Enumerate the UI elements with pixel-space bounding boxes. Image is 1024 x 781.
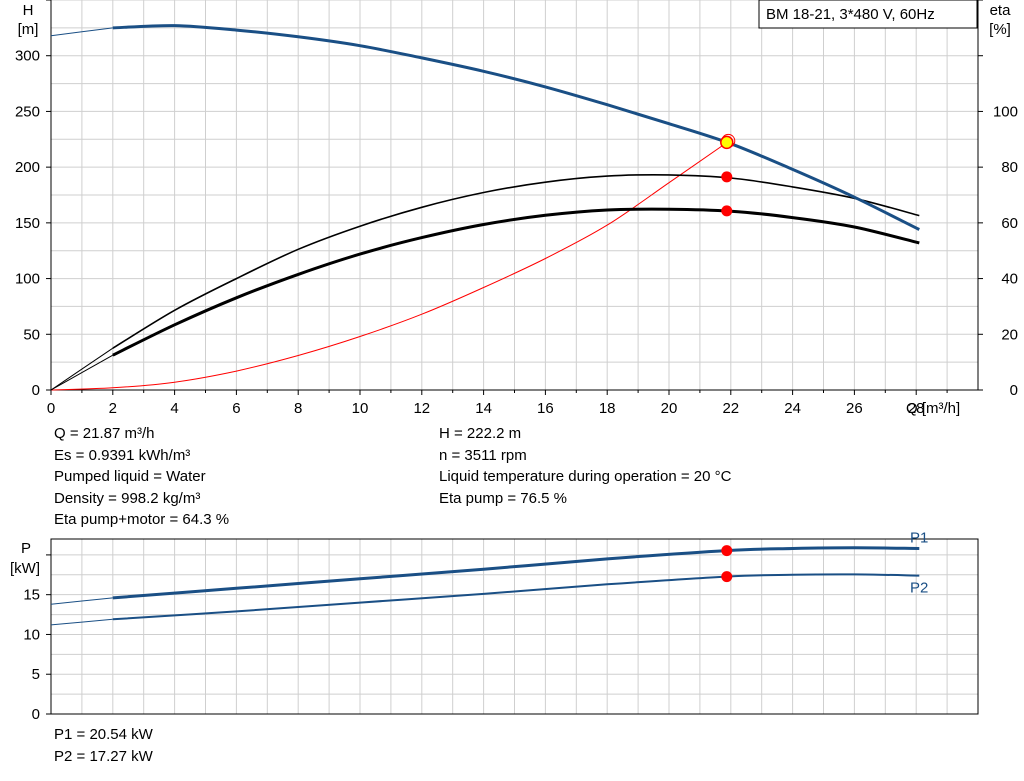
- x-tick-label: 14: [475, 400, 492, 417]
- info-energy: Es = 0.9391 kWh/m³: [54, 446, 191, 464]
- info-head: H = 222.2 m: [439, 425, 522, 442]
- x-tick-label: 12: [413, 400, 430, 417]
- main-chart-series: [50, 24, 920, 391]
- x-tick-label: 22: [722, 400, 739, 417]
- operating-info-left: Q = 21.87 m³/h Es = 0.9391 kWh/m³ Pumped…: [54, 423, 229, 531]
- y-right-tick-label: 20: [1001, 326, 1018, 343]
- info-density: Density = 998.2 kg/m³: [54, 489, 201, 507]
- info-liquid: Pumped liquid = Water: [54, 468, 206, 485]
- x-tick-label: 4: [170, 400, 178, 417]
- eta-pump-motor-curve: [112, 207, 920, 357]
- p-tick-label: 5: [32, 666, 40, 683]
- p1-curve-extension: [50, 597, 113, 605]
- y-right-axis-unit: [%]: [989, 21, 1011, 38]
- y-right-tick-label: 60: [1001, 215, 1018, 232]
- power-chart-labels: 0 5 10 15 P [kW] P1 P2: [10, 530, 928, 723]
- y-right-tick-label: 40: [1001, 271, 1018, 288]
- x-axis-title: Q [m³/h]: [906, 400, 960, 417]
- x-tick-label: 26: [846, 400, 863, 417]
- y-left-tick-label: 200: [15, 159, 40, 176]
- y-right-axis-title: eta: [990, 2, 1012, 19]
- p-tick-label: 10: [23, 626, 40, 643]
- y-right-tick-label: 0: [1010, 382, 1018, 399]
- x-tick-label: 2: [109, 400, 117, 417]
- chart-title-box: BM 18-21, 3*480 V, 60Hz: [758, 0, 978, 29]
- x-tick-label: 10: [352, 400, 369, 417]
- p2-curve-extension: [50, 618, 113, 626]
- eta-pump-point: [721, 171, 733, 183]
- info-flow: Q = 21.87 m³/h: [54, 425, 155, 442]
- p2-curve-point: [721, 571, 733, 583]
- y-left-tick-label: 0: [32, 382, 40, 399]
- power-chart-grid: [46, 538, 979, 715]
- info-eta-pump-motor: Eta pump+motor = 64.3 %: [54, 511, 230, 528]
- info-p2: P2 = 17.27 kW: [54, 747, 153, 765]
- y-left-tick-label: 300: [15, 48, 40, 65]
- y-left-tick-label: 250: [15, 103, 40, 120]
- head-curve: [112, 24, 920, 231]
- x-tick-label: 0: [47, 400, 55, 417]
- eta-pump-motor-point: [721, 205, 733, 217]
- duty-point-marker: [720, 135, 734, 150]
- x-tick-label: 28: [908, 400, 925, 417]
- info-temperature: Liquid temperature during operation = 20…: [439, 468, 732, 485]
- p1-curve-label: P1: [910, 530, 928, 547]
- y-left-tick-label: 50: [23, 326, 40, 343]
- x-tick-label: 24: [784, 400, 801, 417]
- p-axis-unit: [kW]: [10, 560, 40, 577]
- power-chart-frame: [50, 538, 979, 715]
- x-tick-label: 8: [294, 400, 302, 417]
- p-axis-title: P: [21, 540, 31, 557]
- p-tick-label: 0: [32, 706, 40, 723]
- power-chart-series: [50, 545, 920, 626]
- eta-pump-motor-curve-extension: [50, 354, 114, 391]
- main-chart-labels: 0 2 4 6 8 10 12 14 16 18 20 22 24 26 28050100150200250…: [15, 2, 1018, 417]
- eta-pump-curve: [112, 173, 920, 349]
- y-left-tick-label: 150: [15, 215, 40, 232]
- x-tick-label: 6: [232, 400, 240, 417]
- p1-curve: [112, 546, 920, 600]
- y-left-tick-label: 100: [15, 271, 40, 288]
- info-eta-pump: Eta pump = 76.5 %: [439, 489, 567, 507]
- system-curve: [50, 142, 728, 391]
- x-tick-label: 16: [537, 400, 554, 417]
- head-curve-extension: [50, 27, 113, 37]
- y-right-tick-label: 100: [993, 103, 1018, 120]
- power-info: P1 = 20.54 kW P2 = 17.27 kW: [54, 724, 153, 767]
- main-chart-grid: [46, 0, 983, 395]
- x-tick-label: 20: [661, 400, 678, 417]
- y-left-axis-title: H: [23, 2, 34, 19]
- operating-info-right: H = 222.2 m n = 3511 rpm Liquid temperat…: [439, 423, 731, 509]
- info-speed: n = 3511 rpm: [439, 446, 527, 464]
- p2-curve-label: P2: [910, 580, 928, 597]
- y-right-tick-label: 80: [1001, 159, 1018, 176]
- p-tick-label: 15: [23, 587, 40, 604]
- y-left-axis-unit: [m]: [18, 21, 39, 38]
- chart-title: BM 18-21, 3*480 V, 60Hz: [766, 6, 935, 23]
- x-tick-label: 18: [599, 400, 616, 417]
- p2-curve: [112, 573, 920, 621]
- info-p1: P1 = 20.54 kW: [54, 726, 153, 743]
- p1-curve-point: [721, 545, 733, 557]
